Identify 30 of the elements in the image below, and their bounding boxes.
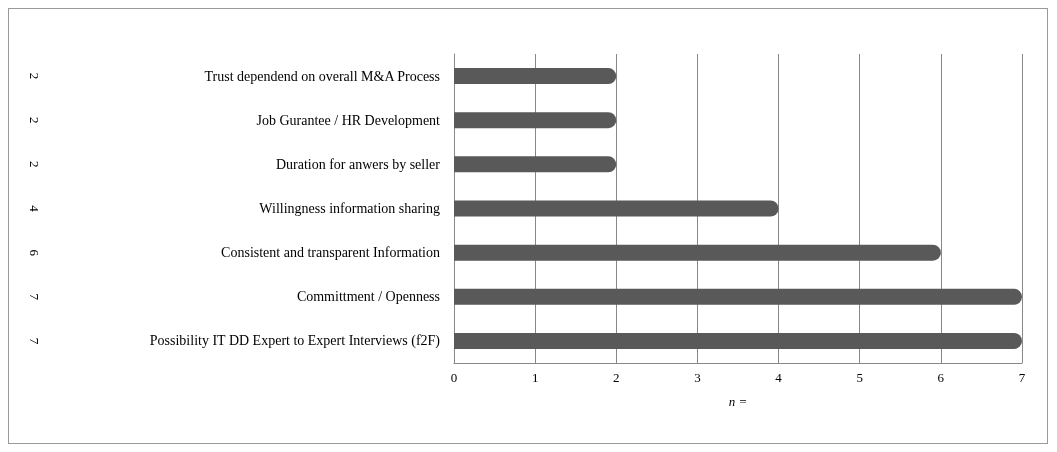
bar	[454, 112, 617, 129]
x-tick-label: 3	[694, 370, 701, 385]
x-tick-label: 2	[613, 370, 620, 385]
data-label: 7	[27, 293, 42, 301]
x-tick-label: 4	[775, 370, 783, 385]
y-tick-label: Committment / Openness	[296, 289, 440, 305]
bar	[454, 288, 1022, 305]
bar	[454, 156, 617, 173]
x-tick-label: 7	[1018, 370, 1026, 385]
y-tick-label: Consistent and transparent Information	[221, 245, 440, 261]
data-label: 2	[27, 116, 42, 124]
data-label: 7	[27, 337, 42, 345]
data-label: 4	[27, 205, 42, 213]
y-tick-label: Duration for anwers by seller	[275, 156, 441, 172]
data-label: 2	[27, 161, 42, 168]
x-axis-title: n =	[728, 394, 748, 409]
x-tick-label: 1	[531, 370, 539, 385]
x-tick-label: 5	[856, 370, 863, 385]
y-tick-label: Possibility IT DD Expert to Expert Interviews (f2F)	[149, 333, 441, 350]
y-tick-label: Willingness information sharing	[259, 201, 440, 216]
x-tick-label: 6	[937, 370, 945, 385]
data-label: 6	[27, 249, 42, 257]
bar	[454, 68, 617, 85]
x-tick-label: 0	[450, 370, 458, 385]
bar	[454, 332, 1022, 349]
y-tick-label: Trust dependend on overall M&A Process	[204, 68, 440, 84]
y-tick-label: Job Gurantee / HR Development	[256, 112, 441, 128]
bar	[454, 244, 941, 261]
data-label: 2	[27, 72, 42, 80]
bar	[454, 200, 779, 217]
